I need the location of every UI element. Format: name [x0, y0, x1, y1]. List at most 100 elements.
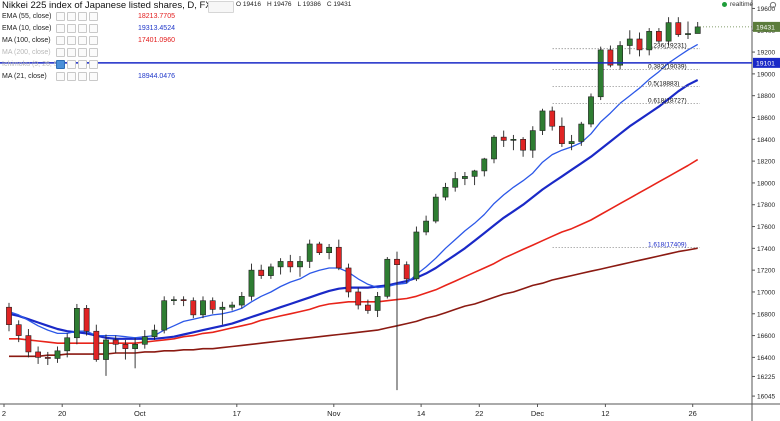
eye-icon[interactable]: [56, 72, 65, 81]
candle-body: [694, 26, 701, 34]
settings-icon[interactable]: [67, 48, 76, 57]
x-tick-label: Dec: [531, 409, 545, 418]
indicator-name: MA (200, close): [2, 49, 51, 56]
y-tick-label: 19000: [757, 71, 775, 78]
candle-body: [539, 110, 546, 131]
candle-body: [626, 38, 633, 46]
settings-gear-icon: [769, 1, 777, 9]
y-tick-label: 18000: [757, 180, 775, 187]
candle-body: [112, 339, 119, 345]
settings-icon[interactable]: [67, 24, 76, 33]
settings-icon[interactable]: [67, 12, 76, 21]
candle-body: [355, 291, 362, 306]
indicator-row[interactable]: MA (21, close) 18944.0476: [2, 71, 175, 82]
candle-body: [74, 308, 80, 339]
eye-icon[interactable]: [56, 48, 65, 57]
candle-body: [607, 49, 614, 66]
candle-body: [200, 300, 206, 316]
candle-body: [646, 31, 653, 51]
candle-body: [588, 96, 594, 125]
y-tick-label: 18600: [757, 115, 775, 122]
settings-icon[interactable]: [67, 36, 76, 45]
candle-body: [64, 337, 71, 352]
close-icon[interactable]: [78, 60, 87, 69]
indicator-row[interactable]: MA (100, close) 17401.0960: [2, 35, 175, 46]
indicator-row[interactable]: Ichimoku (9, 26, 52, 26): [2, 59, 100, 70]
candle-body: [141, 336, 148, 345]
candle-body: [6, 306, 12, 325]
indicator-row[interactable]: EMA (55, close) 18213.7705: [2, 11, 175, 22]
y-tick-label: 17800: [757, 202, 775, 209]
y-tick-label: 16045: [757, 394, 775, 401]
candle-body: [374, 296, 381, 311]
x-tick-label: 17: [233, 409, 241, 418]
candle-body: [432, 196, 439, 222]
indicator-name: Ichimoku (9, 26, 52, 26): [2, 61, 56, 68]
more-icon[interactable]: [89, 48, 98, 57]
indicator-value: 18944.0476: [138, 73, 175, 80]
ema55-line: [9, 158, 699, 345]
close-icon[interactable]: [78, 24, 87, 33]
eye-icon[interactable]: [56, 60, 65, 69]
close-icon[interactable]: [78, 12, 87, 21]
indicator-name: EMA (55, close): [2, 13, 52, 20]
candle-body: [345, 267, 352, 293]
candle-body: [685, 33, 691, 35]
ohlc-close: C 19431: [326, 1, 352, 8]
y-tick-label: 18800: [757, 93, 775, 100]
eye-icon[interactable]: [56, 12, 65, 21]
more-icon[interactable]: [89, 24, 98, 33]
candle-body: [229, 304, 235, 308]
settings-icon[interactable]: [67, 72, 76, 81]
candle-body: [636, 38, 643, 51]
settings-icon[interactable]: [67, 60, 76, 69]
close-icon[interactable]: [78, 36, 87, 45]
candle-body: [171, 299, 177, 301]
y-tick-label: 18200: [757, 159, 775, 166]
close-icon[interactable]: [78, 48, 87, 57]
ohlc-readout: O 19416 H 19476 L 19386 C 19431: [236, 1, 351, 8]
y-tick-label: 17200: [757, 268, 775, 275]
fib-level-label: 0.5(18883): [648, 81, 679, 88]
x-tick-label: 20: [58, 409, 66, 418]
last-price-tag: [753, 21, 780, 32]
more-icon[interactable]: [89, 60, 98, 69]
candle-body: [510, 139, 517, 141]
x-tick-label: 12: [601, 409, 609, 418]
realtime-indicator: realtime: [722, 1, 753, 8]
more-icon[interactable]: [89, 12, 98, 21]
candle-body: [316, 243, 323, 254]
chart-controls-box[interactable]: [208, 1, 234, 13]
indicator-row[interactable]: MA (200, close): [2, 47, 100, 58]
eye-icon[interactable]: [56, 24, 65, 33]
indicator-row[interactable]: EMA (10, close) 19313.4524: [2, 23, 175, 34]
eye-icon[interactable]: [56, 36, 65, 45]
close-icon[interactable]: [78, 72, 87, 81]
x-tick-label: 2: [2, 409, 6, 418]
candle-body: [326, 246, 332, 254]
candle-body: [491, 136, 497, 160]
candle-body: [161, 300, 168, 331]
more-icon[interactable]: [89, 72, 98, 81]
more-icon[interactable]: [89, 36, 98, 45]
candle-body: [665, 22, 672, 42]
fib-level-label: 1.618(17409): [648, 241, 687, 248]
y-tick-label: 16600: [757, 333, 775, 340]
candle-body: [597, 49, 604, 98]
ohlc-low: L 19386: [297, 1, 321, 8]
candle-body: [25, 335, 32, 353]
candle-body: [442, 186, 449, 198]
y-tick-label: 16800: [757, 311, 775, 318]
candle-body: [520, 139, 526, 151]
candle-body: [481, 158, 488, 172]
candle-body: [529, 130, 536, 151]
candle-body: [93, 330, 100, 360]
candle-body: [151, 329, 158, 337]
candle-body: [209, 300, 216, 310]
hline-price-tag: [753, 57, 780, 68]
candle-body: [500, 136, 507, 141]
candle-body: [35, 351, 41, 358]
candle-body: [568, 141, 575, 144]
y-tick-label: 19600: [757, 6, 775, 13]
